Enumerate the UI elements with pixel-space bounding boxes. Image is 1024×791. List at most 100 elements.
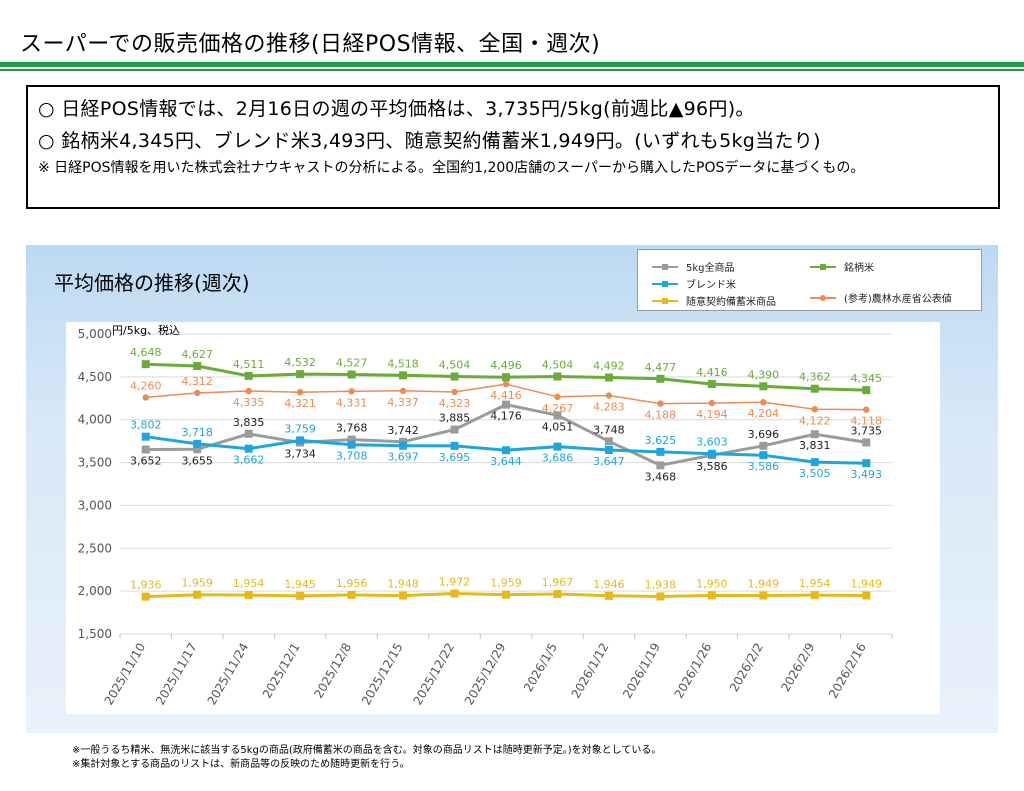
page-title: スーパーでの販売価格の推移(日経POS情報、全国・週次) [20, 32, 601, 57]
data-point-blend [553, 442, 562, 451]
data-label-blend: 3,493 [851, 468, 883, 481]
data-point-stock [193, 590, 202, 599]
data-point-maff [245, 387, 252, 395]
data-label-brand: 4,627 [181, 348, 213, 361]
data-label-all: 3,468 [645, 470, 677, 483]
data-label-all: 3,655 [181, 454, 213, 467]
data-label-stock: 1,959 [181, 577, 213, 590]
data-label-all: 3,742 [387, 424, 419, 437]
data-label-all: 3,831 [799, 439, 831, 452]
data-label-maff: 4,122 [799, 414, 831, 427]
data-point-maff [296, 389, 304, 396]
legend-label-all: 5kg全商品 [686, 263, 735, 274]
data-point-blend [399, 441, 408, 450]
data-label-maff: 4,321 [284, 397, 316, 410]
data-label-stock: 1,945 [284, 578, 316, 591]
y-axis-unit-label: 円/5kg、税込 [112, 323, 180, 337]
data-point-stock [296, 591, 305, 600]
data-label-brand: 4,345 [851, 372, 883, 385]
data-point-maff [760, 399, 767, 406]
data-label-maff: 4,194 [696, 408, 728, 421]
data-label-brand: 4,532 [284, 356, 316, 369]
y-tick-label: 3,500 [78, 456, 112, 470]
data-label-all: 3,835 [233, 416, 265, 429]
data-label-stock: 1,972 [439, 576, 471, 589]
data-point-all [656, 461, 665, 470]
data-label-blend: 3,603 [696, 436, 728, 449]
data-label-all: 3,885 [439, 412, 471, 425]
data-point-all [553, 411, 562, 420]
data-point-maff [348, 388, 355, 395]
data-point-blend [296, 436, 305, 445]
data-point-blend [862, 459, 871, 468]
summary-box: ○ 日経POS情報では、2月16日の週の平均価格は、3,735円/5kg(前週比… [26, 85, 1000, 209]
data-label-layer: 3,652 3,655 3,835 3,734 3,768 3,742 3,885 4,176… [130, 346, 882, 591]
data-point-blend [502, 446, 510, 455]
data-point-brand [347, 370, 356, 379]
data-point-brand [707, 380, 716, 389]
data-label-blend: 3,695 [439, 451, 471, 464]
legend-swatch-stock [652, 296, 678, 306]
legend-item-brand: 銘柄米 [810, 259, 874, 274]
data-label-stock: 1,954 [233, 577, 265, 590]
data-point-stock [450, 589, 459, 598]
data-label-blend: 3,625 [645, 434, 677, 447]
y-tick-label: 2,000 [78, 584, 112, 598]
y-tick-label: 4,500 [78, 370, 112, 384]
legend-label-stock: 随意契約備蓄米商品 [686, 297, 776, 308]
legend-label-blend: ブレンド米 [686, 280, 736, 291]
data-label-maff: 4,335 [233, 396, 265, 409]
data-label-stock: 1,949 [851, 578, 883, 591]
data-label-all: 3,768 [336, 422, 368, 435]
data-label-maff: 4,312 [181, 375, 213, 388]
legend-item-maff: (参考)農林水産省公表値 [810, 290, 952, 305]
y-tick-label: 4,000 [78, 413, 112, 427]
data-label-stock: 1,967 [542, 576, 574, 589]
data-point-all [759, 441, 768, 450]
data-label-all: 3,734 [284, 448, 316, 461]
data-label-stock: 1,936 [130, 579, 162, 592]
data-point-stock [604, 591, 613, 600]
data-label-brand: 4,477 [645, 361, 677, 374]
data-point-blend [759, 451, 768, 460]
data-label-brand: 4,504 [439, 359, 471, 372]
data-point-brand [450, 372, 459, 381]
y-tick-label: 1,500 [78, 627, 112, 641]
data-point-all [193, 445, 202, 454]
data-point-brand [502, 373, 510, 382]
data-point-maff [142, 394, 149, 401]
y-tick-label: 5,000 [78, 327, 112, 341]
chart-title: 平均価格の推移(週次) [54, 271, 250, 295]
data-label-blend: 3,662 [233, 454, 265, 467]
data-point-blend [193, 439, 202, 448]
footnote-target-products: ※一般うるち精米、無洗米に該当する5kgの商品(政府備蓄米の商品を含む。対象の商… [72, 745, 662, 756]
data-label-maff: 4,416 [490, 389, 522, 402]
legend-swatch-maff [810, 293, 836, 303]
data-label-all: 3,748 [593, 423, 625, 436]
data-point-brand [399, 371, 408, 380]
data-point-blend [656, 447, 665, 456]
data-point-maff [194, 389, 201, 397]
data-label-stock: 1,959 [490, 577, 522, 590]
data-label-brand: 4,518 [387, 357, 419, 370]
legend-item-blend: ブレンド米 [652, 276, 736, 291]
data-label-all: 3,696 [748, 428, 780, 441]
legend-swatch-all [652, 262, 678, 272]
data-label-maff: 4,118 [851, 415, 883, 428]
series-layer [141, 360, 871, 601]
data-label-maff: 4,204 [748, 407, 780, 420]
data-label-maff: 4,283 [593, 400, 625, 413]
data-label-blend: 3,802 [130, 419, 162, 432]
data-point-brand [296, 370, 305, 379]
data-point-maff [451, 388, 458, 396]
data-point-brand [244, 371, 253, 380]
data-point-stock [810, 591, 819, 600]
data-label-stock: 1,950 [696, 577, 728, 590]
data-point-stock [244, 591, 253, 600]
data-point-all [810, 430, 819, 439]
summary-line-categories: ○ 銘柄米4,345円、ブレンド米3,493円、随意契約備蓄米1,949円。(い… [38, 130, 821, 152]
chart-legend: 5kg全商品 銘柄米 ブレンド米 随意契約備蓄米商品 (参考)農林水産省公表値 [637, 249, 982, 311]
data-label-blend: 3,644 [490, 455, 522, 468]
y-tick-label: 3,000 [78, 498, 112, 512]
data-point-maff [657, 400, 664, 407]
